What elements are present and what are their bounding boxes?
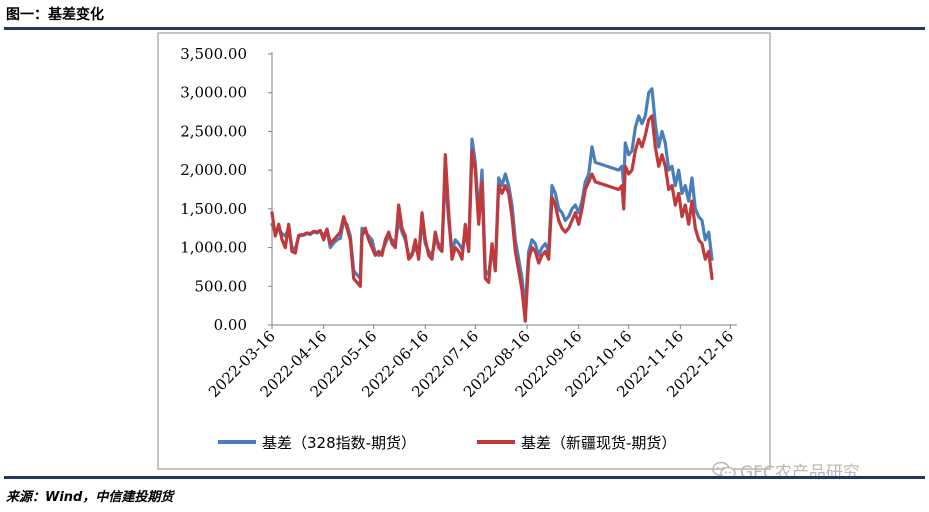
y-tick-label: 2,000.00 [180, 161, 247, 179]
wechat-icon [712, 461, 736, 479]
series-line-2 [270, 114, 714, 323]
legend-label-1: 基差（328指数-期货） [262, 434, 416, 452]
chart-legend: 基差（328指数-期货） 基差（新疆现货-期货） [218, 434, 676, 452]
y-tick-label: 3,500.00 [180, 45, 247, 63]
y-tick-label: 1,500.00 [180, 200, 247, 218]
y-tick-label: 1,000.00 [180, 239, 247, 257]
watermark-text: GFC农产品研究 [740, 463, 860, 483]
chart-series [270, 87, 714, 323]
chart-axes [271, 52, 737, 326]
top-divider [4, 27, 925, 30]
legend-label-2: 基差（新疆现货-期货） [521, 434, 676, 452]
y-tick-label: 2,500.00 [180, 122, 247, 140]
bottom-divider [4, 476, 925, 479]
y-axis-ticks: 0.00 500.00 1,000.00 1,500.00 2,000.00 2,500.… [180, 45, 272, 334]
y-tick-label: 500.00 [195, 277, 248, 295]
source-note: 来源：Wind，中信建投期货 [6, 490, 174, 505]
watermark: GFC农产品研究 [712, 458, 860, 483]
figure-title: 图一：基差变化 [6, 7, 104, 23]
y-tick-label: 3,000.00 [180, 84, 247, 102]
y-tick-label: 0.00 [214, 316, 247, 334]
